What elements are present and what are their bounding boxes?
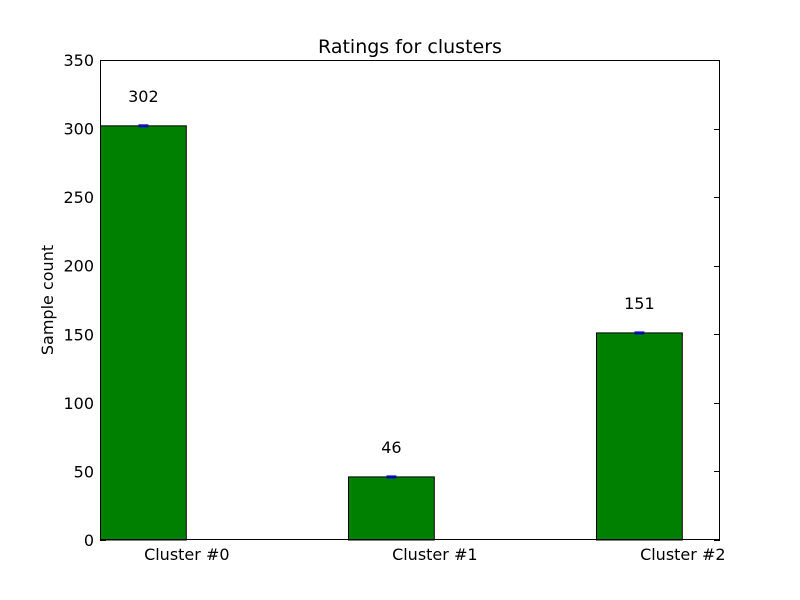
data-label: 302 — [128, 87, 159, 106]
x-axis-labels: Cluster #0 Cluster #1 Cluster #2 — [144, 545, 725, 564]
bar — [596, 332, 683, 541]
y-tick-label: 300 — [63, 120, 94, 139]
bars — [100, 125, 683, 541]
chart-title: Ratings for clusters — [318, 36, 502, 58]
bar — [348, 476, 435, 541]
error-bars — [138, 124, 645, 479]
data-labels: 302 46 151 — [128, 87, 655, 457]
y-tick-label: 350 — [63, 51, 94, 70]
y-tick-label: 100 — [63, 394, 94, 413]
x-tick-label: Cluster #0 — [144, 545, 229, 564]
x-tick-label: Cluster #2 — [640, 545, 725, 564]
y-tick-label: 50 — [74, 462, 94, 481]
y-axis-ticks: 0 50 100 150 200 250 300 350 — [63, 51, 720, 550]
data-label: 151 — [624, 294, 655, 313]
bar — [100, 125, 187, 541]
y-tick-label: 250 — [63, 188, 94, 207]
y-tick-label: 200 — [63, 257, 94, 276]
y-tick-label: 150 — [63, 325, 94, 344]
x-tick-label: Cluster #1 — [392, 545, 477, 564]
data-label: 46 — [381, 438, 401, 457]
plot-frame — [100, 60, 720, 540]
y-axis-label: Sample count — [38, 245, 57, 355]
y-tick-label: 0 — [84, 531, 94, 550]
